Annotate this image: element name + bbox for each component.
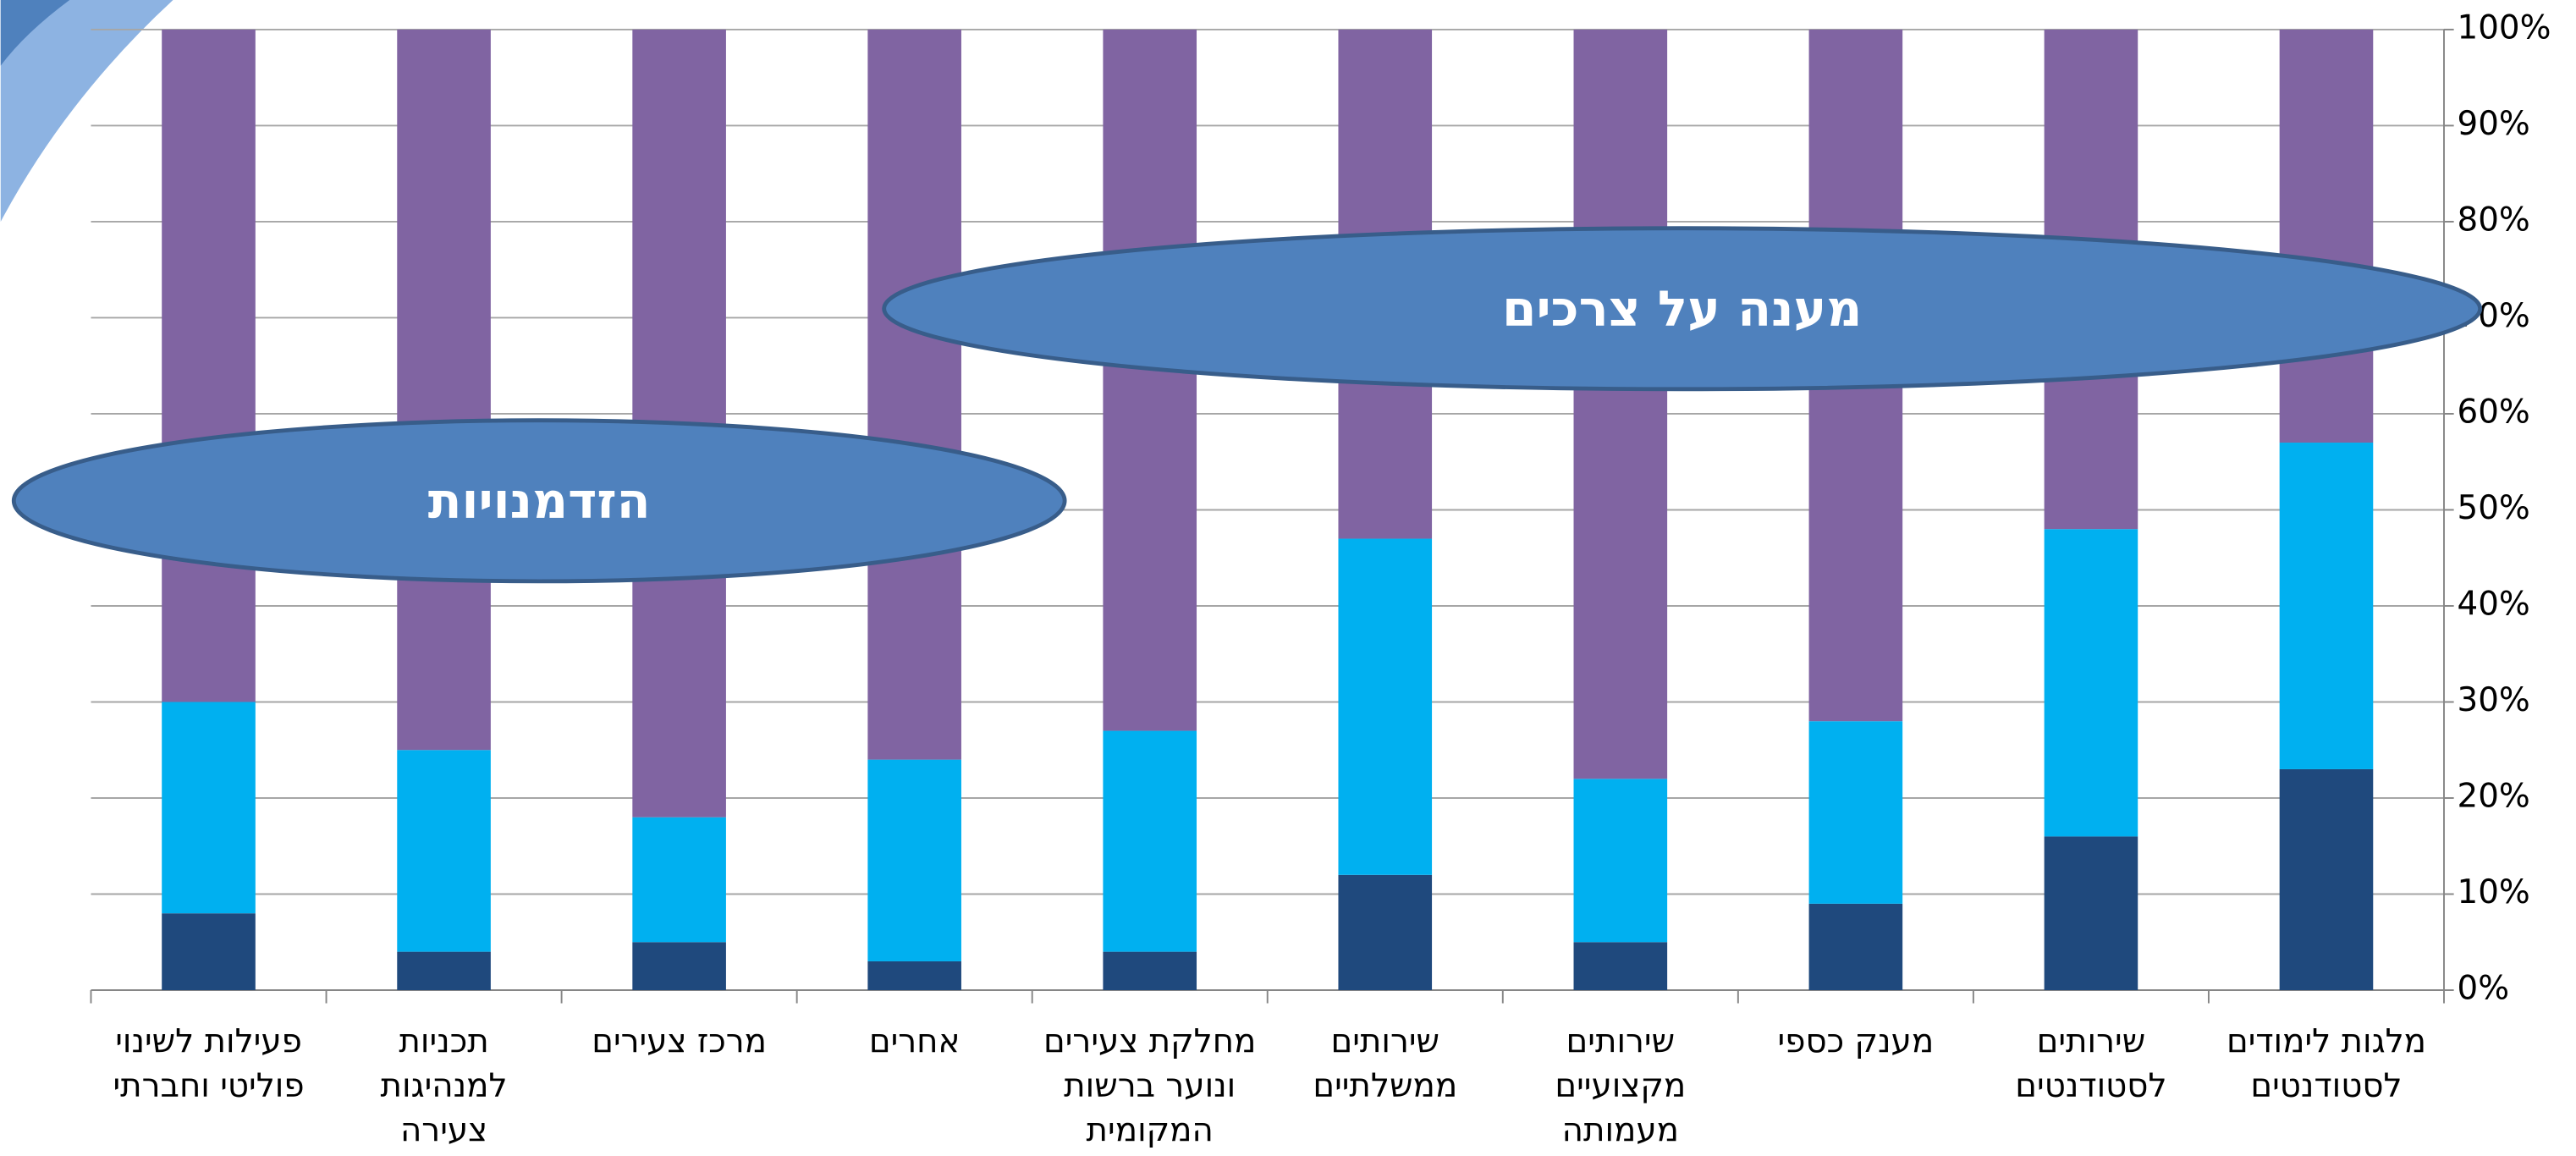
x-tick-label-line: לסטודנטים xyxy=(2250,1066,2402,1104)
x-tick-label-line: מעמותה xyxy=(1562,1110,1679,1148)
x-tick-label: שירותים ממשלתיים xyxy=(1313,1022,1457,1104)
x-tick-label-line: מחלקת צעירים xyxy=(1043,1022,1256,1060)
bar-segment xyxy=(632,817,726,943)
y-tick-label: 50% xyxy=(2458,489,2530,527)
bar-segment xyxy=(2279,29,2374,443)
x-tick-label: שירותים מקצועיים מעמותה xyxy=(1555,1022,1686,1149)
y-tick-label: 20% xyxy=(2458,778,2530,816)
x-tick-label: שירותים לסטודנטים xyxy=(2015,1022,2166,1104)
bar-segment xyxy=(1103,730,1197,952)
bar-segment xyxy=(397,29,491,751)
y-tick-label: 10% xyxy=(2458,873,2530,911)
y-tick-label: 0% xyxy=(2458,970,2510,1008)
bar-segment xyxy=(162,702,256,914)
y-tick-label: 100% xyxy=(2458,8,2551,47)
x-tick-label: מלגות לימודים לסטודנטים xyxy=(2226,1022,2426,1104)
y-tick-label: 40% xyxy=(2458,585,2530,623)
x-tick-label-line: אחרים xyxy=(869,1022,960,1060)
bar-segment xyxy=(867,759,961,961)
bar-segment xyxy=(2279,443,2374,769)
bar-segment xyxy=(1338,538,1433,875)
bar-segment xyxy=(1808,903,1903,991)
x-tick-label-line: המקומית xyxy=(1087,1110,1214,1148)
x-tick-label-line: ממשלתיים xyxy=(1313,1066,1457,1104)
x-tick-label-line: שירותים xyxy=(1566,1022,1676,1060)
x-tick-label: מענק כספי xyxy=(1778,1022,1935,1060)
x-tick-label-line: מרכז צעירים xyxy=(592,1022,767,1060)
corner-decoration xyxy=(0,0,173,222)
bar-segment xyxy=(1103,29,1197,731)
bar-segment xyxy=(1103,951,1197,991)
annotation: הזדמנויות xyxy=(428,472,651,530)
x-tick-label-line: מלגות לימודים xyxy=(2226,1022,2426,1060)
bar-segment xyxy=(1573,29,1668,779)
x-tick-label-line: מקצועיים xyxy=(1555,1066,1686,1104)
x-tick-label-line: תכניות xyxy=(399,1022,488,1060)
plot: 0%10%20%30%40%50%60%70%80%90%100%פעילות … xyxy=(90,8,2551,1149)
annotation-ellipse xyxy=(11,418,1067,584)
bar-segment xyxy=(1573,942,1668,991)
bar-segment xyxy=(1808,721,1903,904)
y-tick-label: 30% xyxy=(2458,681,2530,719)
bar-segment xyxy=(632,942,726,991)
bar-segment xyxy=(2044,836,2138,991)
x-tick-label-line: שירותים xyxy=(1330,1022,1439,1060)
x-tick-label-line: ונוער ברשות xyxy=(1064,1066,1236,1104)
x-tick-label: תכניות למנהיגות צעירה xyxy=(381,1022,508,1149)
x-tick-label: מחלקת צעירים ונוער ברשות המקומית xyxy=(1043,1022,1256,1149)
x-tick-label-line: שירותים xyxy=(2037,1022,2146,1060)
x-tick-label-line: מענק כספי xyxy=(1778,1022,1935,1060)
annotations: הזדמנויות מענה על צרכים xyxy=(11,226,2483,584)
bar-segment xyxy=(867,29,961,760)
x-tick-label-line: למנהיגות xyxy=(381,1066,508,1104)
bar-segment xyxy=(867,961,961,991)
y-tick-label: 90% xyxy=(2458,105,2530,143)
x-tick-label-line: פעילות לשינוי xyxy=(115,1022,302,1060)
y-tick-label: 80% xyxy=(2458,201,2530,239)
bar-segment xyxy=(2044,529,2138,837)
bar-segment xyxy=(162,913,256,991)
bar-segment xyxy=(1573,779,1668,943)
x-tick-label: פעילות לשינוי פוליטי וחברתי xyxy=(113,1022,304,1104)
bar-segment xyxy=(2279,768,2374,991)
x-tick-label-line: צעירה xyxy=(400,1110,487,1148)
annotation-ellipse xyxy=(882,226,2483,392)
x-tick-label: אחרים xyxy=(869,1022,960,1060)
annotation: מענה על צרכים xyxy=(1502,280,1862,338)
bar-segment xyxy=(1338,874,1433,991)
bar-segment xyxy=(162,29,256,702)
y-tick-label: 60% xyxy=(2458,393,2530,431)
bar-segment xyxy=(397,750,491,952)
x-tick-label-line: לסטודנטים xyxy=(2015,1066,2166,1104)
x-tick-label-line: פוליטי וחברתי xyxy=(113,1066,304,1104)
bar-segment xyxy=(397,951,491,991)
x-tick-label: מרכז צעירים xyxy=(592,1022,767,1060)
corner-decoration xyxy=(0,0,70,66)
